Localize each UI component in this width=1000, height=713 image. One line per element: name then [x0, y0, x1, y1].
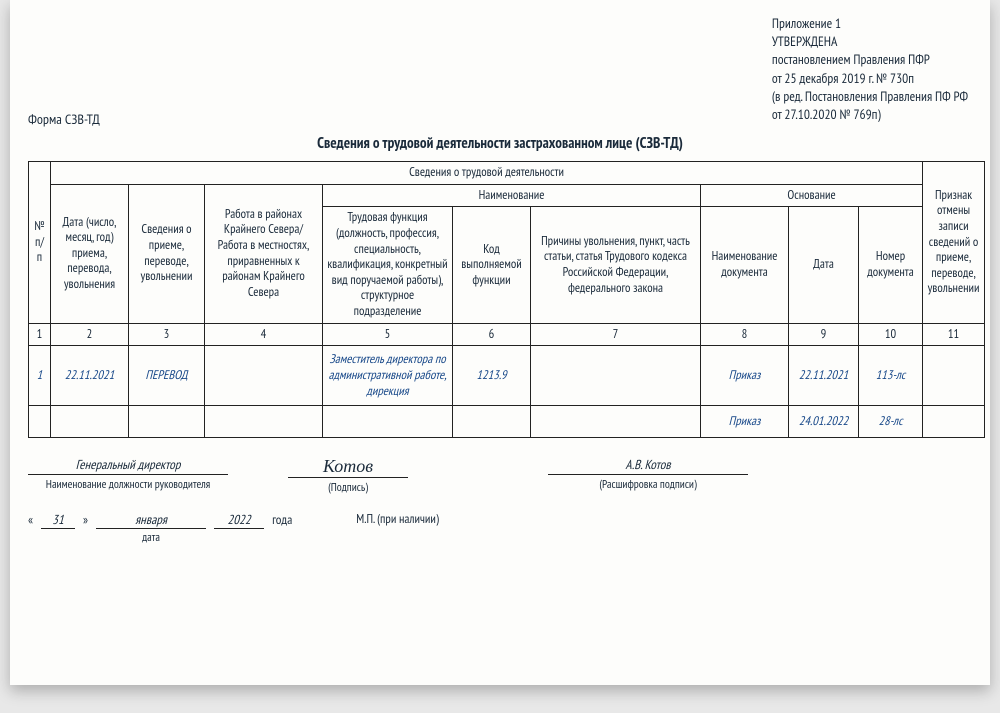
approval-line: постановлением Правления ПФР [772, 50, 968, 68]
cell-docname: Приказ [701, 406, 789, 438]
cell-north [205, 346, 323, 406]
cell-func [323, 406, 453, 438]
cell-docnum: 28-лс [859, 406, 923, 438]
date-day: 31 [41, 511, 75, 529]
col-number: 6 [453, 323, 531, 346]
cell-action: ПЕРЕВОД [129, 346, 205, 406]
col-number: 7 [531, 323, 701, 346]
col-number: 1 [29, 323, 51, 346]
approval-line: Приложение 1 [772, 14, 968, 32]
date-day-wrap: 31 [41, 511, 75, 529]
cell-docdate: 22.11.2021 [789, 346, 859, 406]
approval-line: (в ред. Постановления Правления ПФ РФ [772, 87, 968, 105]
group-header-basis: Основание [701, 184, 923, 207]
cell-n [29, 406, 51, 438]
cell-north [205, 406, 323, 438]
cell-docdate: 24.01.2022 [789, 406, 859, 438]
group-header-name: Наименование [323, 184, 701, 207]
cell-reason [531, 406, 701, 438]
cell-docname: Приказ [701, 346, 789, 406]
col-number: 3 [129, 323, 205, 346]
date-line: « 31 » января дата 2022 года М.П. (при н… [28, 511, 972, 545]
quote-open: « [28, 511, 33, 528]
stamp-note: М.П. (при наличии) [356, 511, 439, 527]
col-header-func: Трудовая функция (должность, профессия, … [323, 207, 453, 323]
document-title: Сведения о трудовой деятельности застрах… [28, 134, 972, 153]
document-page: Приложение 1 УТВЕРЖДЕНА постановлением П… [10, 0, 990, 685]
date-year: 2022 [214, 511, 264, 529]
col-number: 11 [923, 323, 985, 346]
cell-docnum: 113-лс [859, 346, 923, 406]
cell-cancel [923, 346, 985, 406]
cell-n: 1 [29, 346, 51, 406]
super-header: Сведения о трудовой деятельности [51, 162, 923, 185]
position-value: Генеральный директор [28, 456, 228, 475]
col-header-docdate: Дата [789, 207, 859, 323]
approval-line: УТВЕРЖДЕНА [772, 32, 968, 50]
date-month: января [96, 511, 206, 529]
date-month-wrap: января дата [96, 511, 206, 545]
decoded-caption: (Расшифровка подписи) [548, 477, 748, 492]
decoded-value: А.В. Котов [548, 456, 748, 475]
date-caption: дата [96, 530, 206, 545]
approval-line: от 25 декабря 2019 г. № 730п [772, 69, 968, 87]
signature-sign: Котов (Подпись) [288, 456, 408, 495]
cell-code: 1213.9 [453, 346, 531, 406]
col-number: 4 [205, 323, 323, 346]
col-header-docnum: Номер документа [859, 207, 923, 323]
col-number: 10 [859, 323, 923, 346]
cell-cancel [923, 406, 985, 438]
cell-code [453, 406, 531, 438]
quote-close: » [83, 511, 88, 528]
signature-value: Котов [288, 456, 408, 478]
signature-area: Генеральный директор Наименование должно… [28, 456, 972, 495]
approval-block: Приложение 1 УТВЕРЖДЕНА постановлением П… [772, 14, 968, 123]
signature-caption: (Подпись) [288, 480, 408, 495]
main-table: № п/п Сведения о трудовой деятельности П… [28, 161, 985, 438]
signature-position: Генеральный директор Наименование должно… [28, 456, 228, 492]
col-header-cancel: Признак отмены записи сведений о приеме,… [923, 162, 985, 324]
cell-func: Заместитель директора по административно… [323, 346, 453, 406]
col-number: 5 [323, 323, 453, 346]
col-number: 8 [701, 323, 789, 346]
col-header-num: № п/п [29, 162, 51, 324]
signature-decoded: А.В. Котов (Расшифровка подписи) [548, 456, 748, 492]
col-header-action: Сведения о приеме, переводе, увольнении [129, 184, 205, 323]
cell-date [51, 406, 129, 438]
cell-reason [531, 346, 701, 406]
col-header-north: Работа в районах Крайнего Севера/Работа … [205, 184, 323, 323]
year-word: года [272, 511, 292, 528]
col-header-reason: Причины увольнения, пункт, часть статьи,… [531, 207, 701, 323]
position-caption: Наименование должности руководителя [28, 477, 228, 492]
col-number: 9 [789, 323, 859, 346]
col-header-date: Дата (число, месяц, год) приема, перевод… [51, 184, 129, 323]
cell-action [129, 406, 205, 438]
approval-line: от 27.10.2020 № 769п) [772, 105, 968, 123]
col-number: 2 [51, 323, 129, 346]
cell-date: 22.11.2021 [51, 346, 129, 406]
date-year-wrap: 2022 [214, 511, 264, 529]
col-header-code: Код выполняемой функции [453, 207, 531, 323]
col-header-docname: Наименование документа [701, 207, 789, 323]
